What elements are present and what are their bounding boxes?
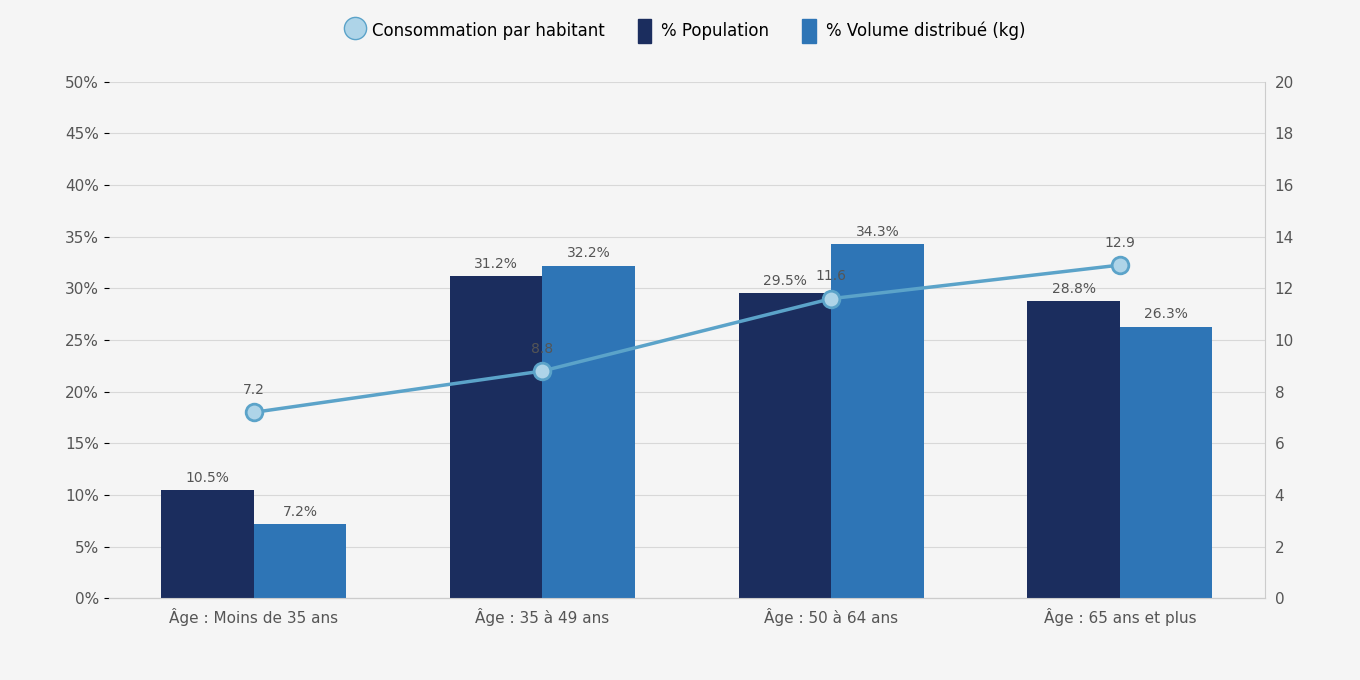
Text: 7.2: 7.2: [243, 383, 265, 397]
Bar: [162, 490, 254, 598]
Bar: [1119, 326, 1212, 598]
Text: 32.2%: 32.2%: [567, 246, 611, 260]
Bar: [450, 276, 543, 598]
Text: 29.5%: 29.5%: [763, 274, 806, 288]
Bar: [543, 266, 635, 598]
Text: 10.5%: 10.5%: [185, 471, 230, 485]
Text: 28.8%: 28.8%: [1051, 282, 1096, 296]
Text: 26.3%: 26.3%: [1144, 307, 1189, 322]
Text: 34.3%: 34.3%: [855, 224, 899, 239]
Text: 11.6: 11.6: [816, 269, 847, 283]
Text: 12.9: 12.9: [1104, 235, 1136, 250]
Text: 8.8: 8.8: [532, 341, 554, 356]
Bar: [254, 524, 347, 598]
Bar: [1027, 301, 1119, 598]
Bar: [738, 294, 831, 598]
Text: 7.2%: 7.2%: [283, 505, 317, 519]
Text: 31.2%: 31.2%: [475, 257, 518, 271]
Legend: Consommation par habitant, % Population, % Volume distribué (kg): Consommation par habitant, % Population,…: [341, 12, 1032, 50]
Bar: [831, 244, 923, 598]
